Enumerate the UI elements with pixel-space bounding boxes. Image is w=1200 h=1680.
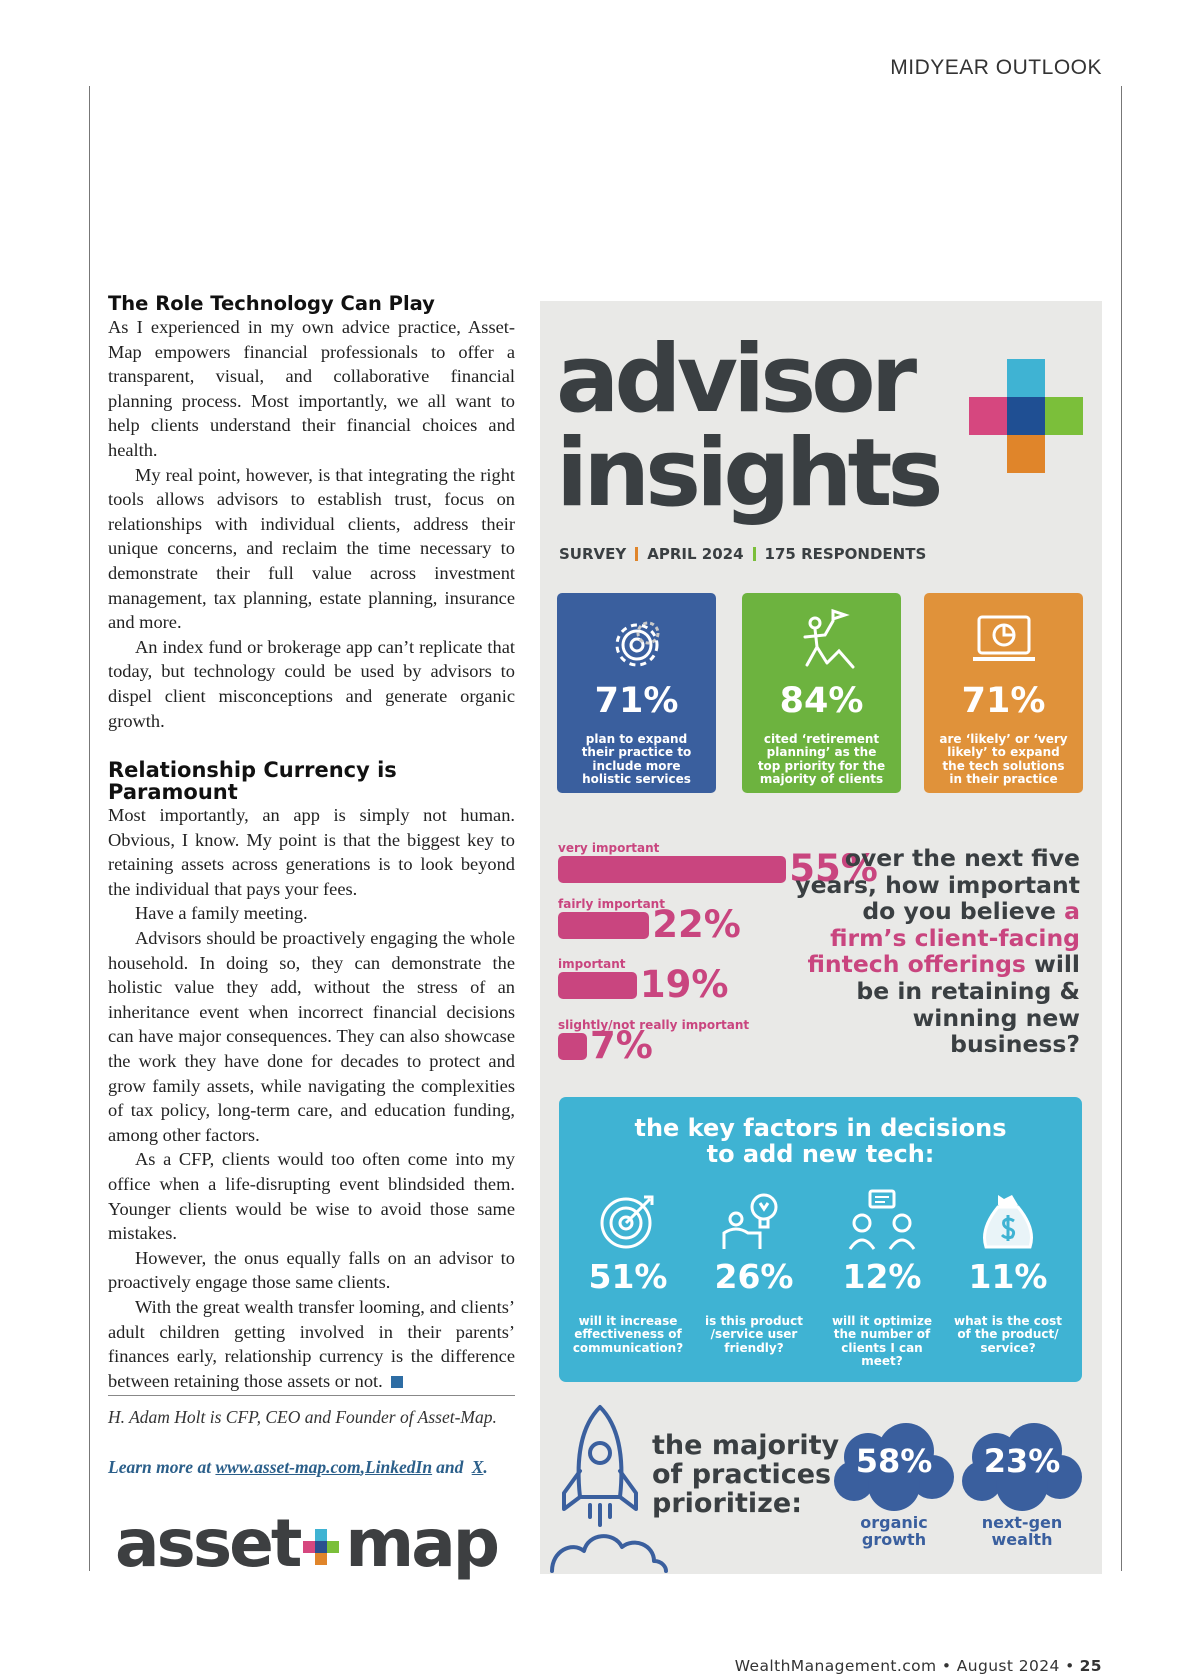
infographic: advisor insights SURVEY APRIL 2024 175 R…: [540, 301, 1102, 1574]
joiner: ,: [360, 1457, 365, 1477]
joiner: and: [436, 1457, 464, 1477]
page-number: 25: [1079, 1657, 1102, 1675]
factor-percent: 26%: [714, 1257, 794, 1296]
link[interactable]: LinkedIn: [365, 1457, 433, 1477]
card-percent: 71%: [594, 681, 679, 721]
page-footer: WealthManagement.com • August 2024 • 25: [735, 1657, 1102, 1675]
paragraph: However, the onus equally falls on an ad…: [108, 1247, 515, 1293]
stat-card: 84% cited ‘retirement planning’ as the to…: [742, 593, 901, 793]
bar-value: 7%: [590, 1024, 653, 1067]
bar: [558, 1033, 588, 1060]
bar: [558, 856, 787, 883]
bar-label: slightly/not really important: [558, 1018, 750, 1032]
bar: [558, 912, 650, 939]
question-part: a firm’s client-facing fintech offerings: [807, 897, 1080, 979]
end-mark: [390, 1375, 403, 1388]
link[interactable]: www.asset-map.com: [215, 1457, 361, 1477]
card-percent: 71%: [961, 681, 1046, 721]
survey-line: SURVEY APRIL 2024 175 RESPONDENTS: [559, 545, 926, 563]
factor-icon: [722, 1193, 778, 1249]
cloud: [962, 1423, 1082, 1511]
card-text: cited ‘retirement planning’ as the top p…: [757, 732, 886, 787]
factor-text: what is the cost of the product/ service…: [954, 1314, 1062, 1355]
footer-text: WealthManagement.com • August 2024 •: [734, 1657, 1075, 1675]
cloud: [834, 1423, 954, 1511]
rocket-icon: [550, 1405, 668, 1573]
logo-plus: [303, 1528, 340, 1565]
card-icon: [615, 621, 660, 667]
factor-icon: [600, 1195, 654, 1249]
learn-prefix: Learn more at: [108, 1457, 212, 1477]
factor-percent: 11%: [968, 1257, 1048, 1296]
priority-percent: 58%: [855, 1442, 933, 1480]
section-header: MIDYEAR OUTLOOK: [890, 56, 1102, 79]
logo-right: map: [345, 1505, 500, 1582]
factor-text: will it increase effectiveness of commun…: [572, 1314, 684, 1355]
asset-map-logo: asset map: [115, 1505, 500, 1582]
page-rule-right: [1121, 86, 1122, 1571]
paragraph: As a CFP, clients would too often come i…: [108, 1149, 515, 1244]
infographic-title: insights: [556, 419, 943, 528]
stat-card: 71% are ‘likely’ or ‘very likely’ to expa…: [924, 593, 1083, 793]
bio-rule: [108, 1395, 515, 1396]
key-factors: the key factors in decisions to add new …: [559, 1097, 1082, 1382]
stat-card: 71% plan to expand their practice to incl…: [557, 593, 716, 793]
majority-title: the majority of practices prioritize:: [652, 1430, 840, 1519]
author-bio: H. Adam Holt is CFP, CEO and Founder of …: [108, 1407, 497, 1427]
bar-label: very important: [558, 841, 660, 855]
card-icon: [973, 615, 1035, 661]
bar-value: 22%: [652, 903, 741, 946]
paragraph: Advisors should be proactively engaging …: [108, 928, 515, 1145]
factors-title: the key factors in decisions to add new …: [634, 1114, 1007, 1168]
survey-label: SURVEY: [559, 545, 627, 563]
link[interactable]: X: [471, 1457, 484, 1477]
card-percent: 84%: [779, 681, 864, 721]
joiner: .: [483, 1457, 488, 1477]
paragraph: With the great wealth transfer looming, …: [108, 1296, 515, 1391]
card-text: are ‘likely’ or ‘very likely’ to expand …: [939, 732, 1068, 787]
priority-label: next-gen wealth: [981, 1513, 1063, 1549]
question-part: over the next five years, how important …: [795, 844, 1080, 926]
bar-label: important: [558, 957, 626, 971]
priority-label: organic growth: [860, 1513, 928, 1549]
learn-more: Learn more at www.asset-map.com,LinkedIn…: [108, 1457, 488, 1478]
paragraph: An index fund or brokerage app can’t rep…: [108, 636, 515, 731]
factor-icon: [848, 1189, 916, 1250]
factor-percent: 51%: [588, 1257, 668, 1296]
page-rule-left: [89, 86, 90, 1571]
question-part: will be in retaining & winning new busin…: [856, 950, 1080, 1059]
paragraph: As I experienced in my own advice practi…: [108, 317, 515, 460]
importance-question: over the next five years, how important …: [780, 845, 1080, 1058]
section-heading: Relationship Currency is Paramount: [108, 758, 397, 805]
paragraph: Most importantly, an app is simply not h…: [108, 805, 515, 899]
separator: [752, 547, 756, 561]
factor-text: is this product /service user friendly?: [705, 1314, 803, 1355]
card-text: plan to expand their practice to include…: [581, 732, 692, 787]
paragraph: Have a family meeting.: [135, 903, 308, 924]
article-column: The Role Technology Can Play As I experie…: [108, 293, 515, 1393]
section-heading: The Role Technology Can Play: [108, 292, 435, 315]
bar-label: fairly important: [558, 897, 665, 911]
factor-percent: 12%: [842, 1257, 922, 1296]
logo-left: asset: [115, 1505, 302, 1582]
infographic-title: advisor: [556, 325, 917, 434]
factor-icon: [983, 1195, 1033, 1249]
card-icon: [803, 608, 855, 669]
separator: [635, 547, 639, 561]
survey-date: APRIL 2024: [647, 545, 744, 563]
factor-text: will it optimize the number of clients I…: [831, 1314, 933, 1369]
priority-percent: 23%: [983, 1442, 1061, 1480]
bar: [558, 972, 637, 999]
bar-value: 19%: [639, 963, 729, 1006]
paragraph: My real point, however, is that integrat…: [108, 464, 515, 633]
bar-value: 55%: [789, 847, 878, 890]
survey-respondents: 175 RESPONDENTS: [764, 545, 927, 563]
